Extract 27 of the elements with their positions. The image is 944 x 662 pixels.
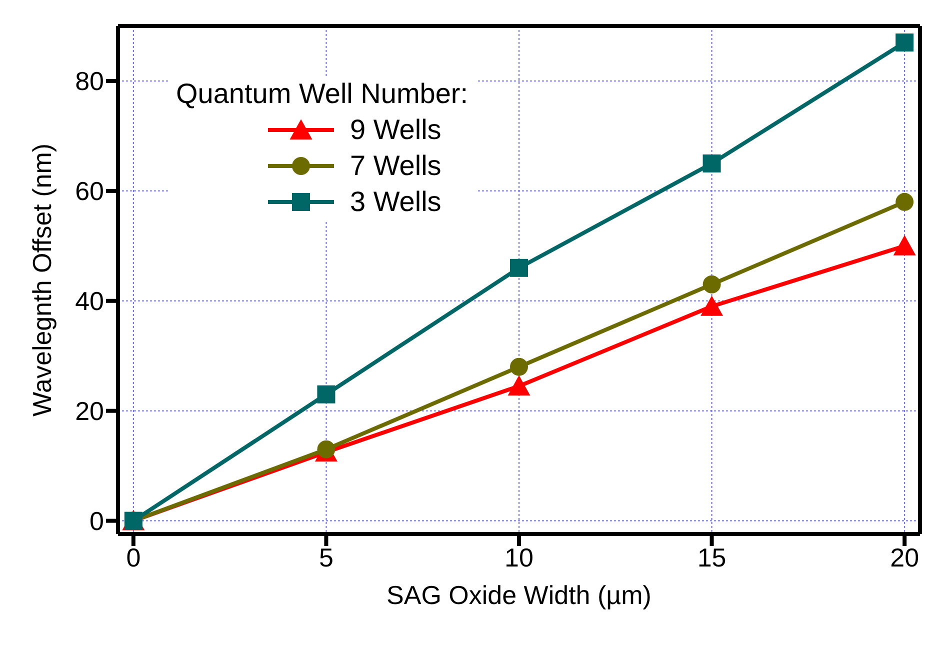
legend-title: Quantum Well Number: bbox=[176, 77, 468, 111]
point bbox=[893, 235, 916, 256]
point bbox=[510, 258, 528, 277]
point bbox=[702, 154, 721, 172]
point bbox=[508, 375, 530, 396]
point bbox=[702, 275, 721, 294]
point bbox=[510, 358, 528, 376]
point bbox=[700, 296, 724, 316]
legend-label: 9 Wells bbox=[350, 113, 442, 147]
x-tick-label: 20 bbox=[890, 542, 920, 572]
x-tick-label: 10 bbox=[504, 542, 534, 572]
y-tick-label: 80 bbox=[75, 66, 104, 96]
y-tick-label: 20 bbox=[75, 396, 104, 426]
x-axis-title: SAG Oxide Width (µm) bbox=[386, 580, 652, 610]
y-tick-label: 0 bbox=[90, 506, 104, 536]
legend-label: 7 Wells bbox=[350, 149, 442, 183]
point bbox=[317, 440, 336, 458]
x-tick-label: 15 bbox=[697, 542, 726, 572]
y-tick-label: 40 bbox=[75, 286, 104, 316]
y-axis-title: Wavelegnth Offset (nm) bbox=[27, 143, 58, 417]
x-tick-label: 0 bbox=[126, 542, 141, 572]
legend-label: 3 Wells bbox=[350, 185, 442, 219]
y-tick-label: 60 bbox=[75, 176, 104, 206]
point bbox=[896, 192, 914, 211]
point bbox=[317, 385, 336, 404]
point bbox=[896, 33, 914, 52]
x-tick-label: 5 bbox=[318, 542, 334, 572]
